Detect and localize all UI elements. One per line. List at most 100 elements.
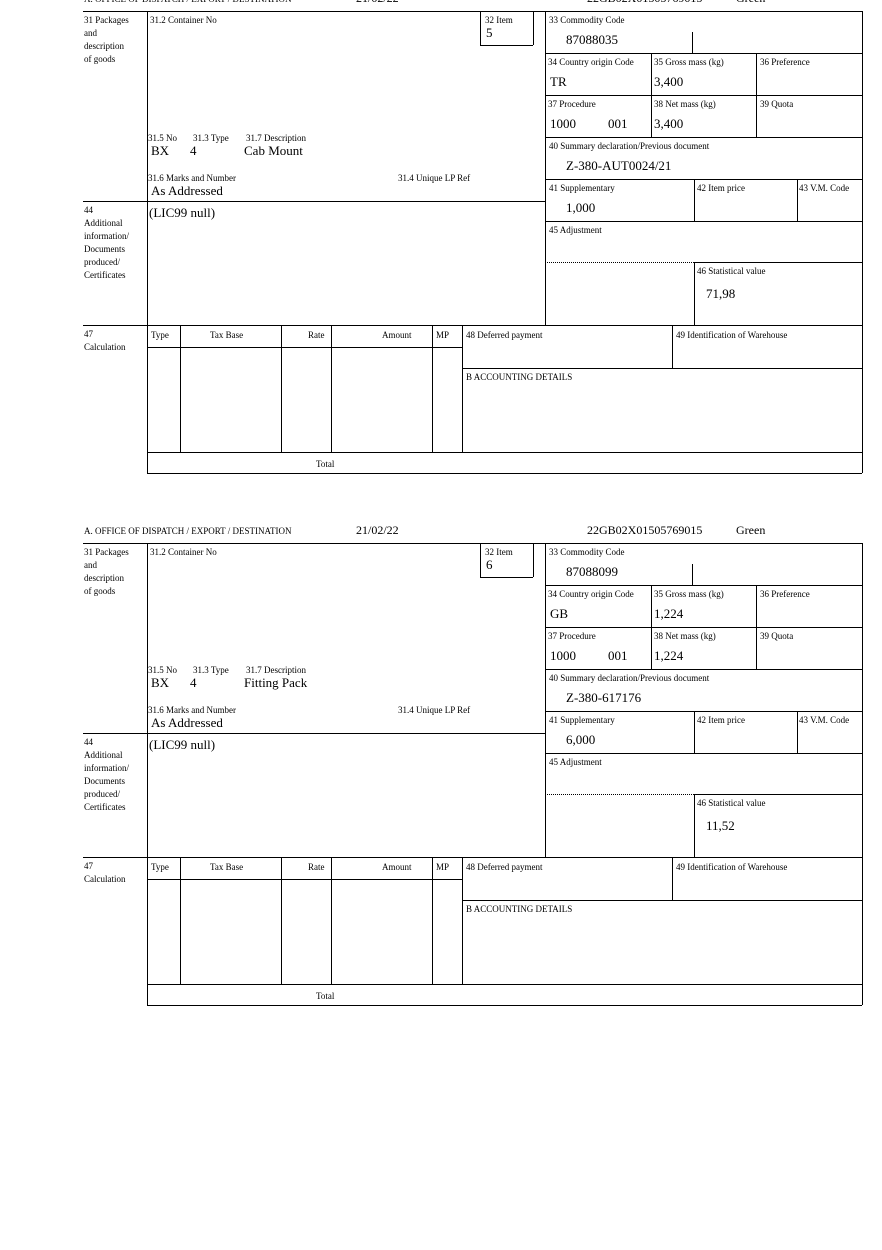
rule — [480, 11, 481, 45]
procedure-extra-value: 001 — [608, 116, 628, 131]
rule — [756, 585, 757, 669]
deferred-payment-label: 48 Deferred payment — [466, 330, 543, 340]
rule — [694, 262, 695, 325]
rule — [83, 733, 545, 734]
warehouse-label: 49 Identification of Warehouse — [676, 330, 788, 340]
rule — [533, 543, 534, 577]
rule — [545, 53, 862, 54]
rule — [545, 711, 862, 712]
type-value: 4 — [190, 143, 197, 158]
rule — [672, 857, 673, 900]
supplementary-label: 41 Supplementary — [549, 183, 615, 193]
no-value: BX — [151, 143, 170, 158]
date-value: 21/02/22 — [356, 523, 399, 537]
net-mass-value: 3,400 — [654, 116, 684, 131]
gross-mass-label: 35 Gross mass (kg) — [654, 589, 724, 599]
total-label: Total — [316, 459, 335, 469]
reference-value: 22GB02X01505769015 — [587, 0, 702, 6]
box31-label: 31 Packages — [84, 547, 129, 557]
marks-label: 31.6 Marks and Number — [148, 705, 236, 715]
rule — [147, 473, 862, 474]
rule — [281, 857, 282, 984]
rule — [462, 325, 463, 452]
commodity-label: 33 Commodity Code — [549, 547, 625, 557]
type-label: 31.3 Type — [193, 665, 229, 675]
rule — [694, 262, 862, 263]
marks-value: As Addressed — [151, 183, 223, 198]
rule — [147, 452, 862, 453]
rule — [480, 543, 481, 577]
rule — [331, 857, 332, 984]
item-label: 32 Item — [485, 547, 513, 557]
rule — [331, 325, 332, 452]
rule — [862, 543, 863, 1005]
stat-value-value: 71,98 — [706, 286, 736, 301]
rule — [545, 179, 862, 180]
rule — [147, 543, 148, 1005]
header-office-label: A. OFFICE OF DISPATCH / EXPORT / DESTINA… — [84, 526, 292, 536]
rule — [432, 857, 433, 984]
rule — [545, 753, 862, 754]
box44-label: information/ — [84, 231, 129, 241]
rule — [545, 794, 546, 857]
accounting-details-label: B ACCOUNTING DETAILS — [466, 904, 573, 914]
rule — [797, 179, 798, 221]
rule — [797, 711, 798, 753]
calc-column-header: Tax Base — [210, 330, 244, 340]
stat-value-label: 46 Statistical value — [697, 798, 766, 808]
unique-ref-label: 31.4 Unique LP Ref — [398, 173, 471, 183]
rule — [756, 53, 757, 137]
calc-column-header: Rate — [308, 330, 325, 340]
procedure-value: 1000 — [550, 116, 576, 131]
container-label: 31.2 Container No — [150, 547, 217, 557]
calc-column-header: Type — [151, 862, 169, 872]
rule — [545, 543, 546, 857]
country-value: GB — [550, 606, 569, 621]
summary-label: 40 Summary declaration/Previous document — [549, 141, 710, 151]
calc-column-header: Amount — [382, 862, 412, 872]
item-number-value: 6 — [486, 557, 493, 572]
supplementary-value: 6,000 — [566, 732, 596, 747]
stat-value-value: 11,52 — [706, 818, 735, 833]
rule — [462, 368, 862, 369]
item-number-value: 5 — [486, 25, 493, 40]
rule — [545, 95, 862, 96]
warehouse-label: 49 Identification of Warehouse — [676, 862, 788, 872]
header-office-label: A. OFFICE OF DISPATCH / EXPORT / DESTINA… — [84, 0, 292, 4]
supplementary-label: 41 Supplementary — [549, 715, 615, 725]
deferred-payment-label: 48 Deferred payment — [466, 862, 543, 872]
no-value: BX — [151, 675, 170, 690]
rule — [694, 794, 695, 857]
procedure-extra-value: 001 — [608, 648, 628, 663]
box44-label: 44 — [84, 737, 93, 747]
item-price-label: 42 Item price — [697, 715, 745, 725]
rule — [545, 627, 862, 628]
summary-doc-value: Z-380-AUT0024/21 — [566, 158, 672, 173]
rule — [545, 11, 546, 325]
country-label: 34 Country origin Code — [548, 589, 634, 599]
rule — [83, 201, 545, 202]
item-label: 32 Item — [485, 15, 513, 25]
rule — [147, 984, 862, 985]
rule — [83, 857, 862, 858]
rule — [480, 577, 533, 578]
box47-label: 47 — [84, 861, 93, 871]
rule — [694, 179, 695, 221]
box47-label: Calculation — [84, 874, 126, 884]
marks-value: As Addressed — [151, 715, 223, 730]
marks-label: 31.6 Marks and Number — [148, 173, 236, 183]
commodity-label: 33 Commodity Code — [549, 15, 625, 25]
declaration-item-form: A. OFFICE OF DISPATCH / EXPORT / DESTINA… — [0, 523, 882, 1012]
additional-info-value: (LIC99 null) — [149, 205, 216, 220]
rule — [672, 325, 673, 368]
rule — [533, 11, 534, 45]
box44-label: Documents — [84, 244, 125, 254]
rule — [180, 857, 181, 984]
box44-label: 44 — [84, 205, 93, 215]
calc-column-header: Amount — [382, 330, 412, 340]
box44-label: Documents — [84, 776, 125, 786]
route-value: Green — [736, 523, 766, 537]
additional-info-value: (LIC99 null) — [149, 737, 216, 752]
vm-code-label: 43 V.M. Code — [799, 183, 850, 193]
preference-label: 36 Preference — [760, 589, 810, 599]
